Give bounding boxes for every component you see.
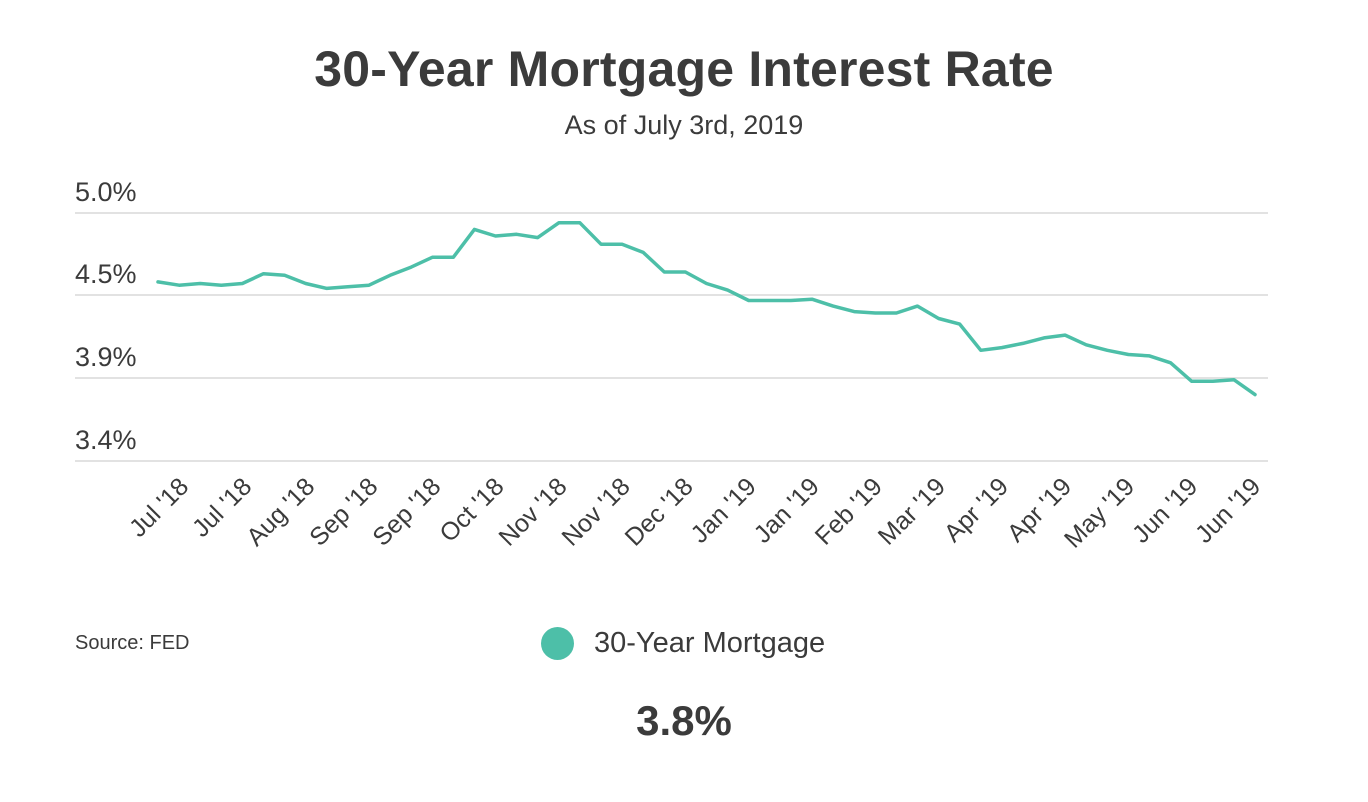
y-tick-label: 4.5%: [75, 259, 137, 289]
source-note: Source: FED: [75, 632, 190, 654]
x-tick-label: Jun '19: [1127, 472, 1203, 548]
legend-swatch: [541, 627, 574, 660]
x-tick-label: Jan '19: [749, 472, 825, 548]
y-tick-label: 3.4%: [75, 425, 137, 455]
x-tick-label: Aug '18: [241, 472, 320, 551]
x-tick-label: Nov '18: [556, 472, 635, 551]
x-tick-label: Jul '18: [124, 472, 194, 542]
y-axis-labels: 5.0% 4.5% 3.9% 3.4%: [75, 177, 137, 455]
chart-subtitle: As of July 3rd, 2019: [564, 110, 804, 140]
x-tick-label: Sep '18: [367, 472, 446, 551]
x-tick-label: Feb '19: [810, 472, 888, 550]
chart-title: 30-Year Mortgage Interest Rate: [314, 41, 1054, 97]
y-tick-label: 5.0%: [75, 177, 137, 207]
y-tick-label: 3.9%: [75, 342, 137, 372]
x-tick-label: Sep '18: [304, 472, 383, 551]
series-line-30-year-mortgage: [156, 221, 1257, 397]
x-tick-label: Nov '18: [493, 472, 572, 551]
legend-label: 30-Year Mortgage: [594, 627, 826, 659]
gridlines: [75, 212, 1268, 462]
x-tick-label: Mar '19: [873, 472, 951, 550]
x-tick-label: Apr '19: [939, 472, 1014, 547]
legend: 30-Year Mortgage: [541, 627, 825, 660]
x-tick-label: Jan '19: [686, 472, 762, 548]
x-tick-label: May '19: [1059, 472, 1140, 553]
x-tick-label: Dec '18: [620, 472, 699, 551]
current-rate-value: 3.8%: [636, 697, 732, 744]
x-tick-label: Jun '19: [1190, 472, 1266, 548]
series-group: [156, 221, 1257, 397]
